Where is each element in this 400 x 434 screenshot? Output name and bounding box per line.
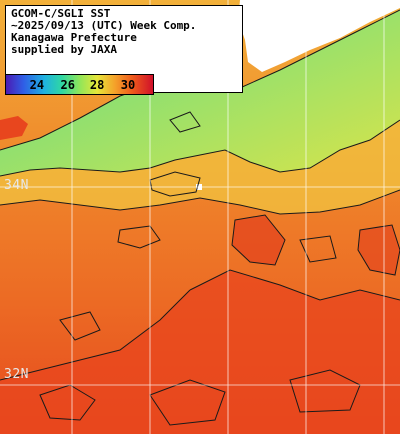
land-mainland [238, 0, 400, 72]
temperature-contours [0, 9, 400, 426]
colorbar-tick-24: 24 [29, 78, 45, 92]
title-line-4: supplied by JAXA [11, 43, 117, 56]
colorbar-tick-26: 26 [60, 78, 75, 92]
sst-colorbar: 24 26 28 30 [5, 74, 154, 95]
transition-band [0, 120, 400, 214]
title-line-1: GCOM-C/SGLI SST [11, 7, 111, 20]
latitude-label-34n: 34N [4, 178, 29, 193]
hot-patch-center [232, 215, 285, 265]
colorbar-tick-30: 30 [120, 78, 136, 92]
title-line-2: ~2025/09/13 (UTC) Week Comp. [11, 19, 197, 32]
title-line-3: Kanagawa Prefecture [11, 31, 137, 44]
colorbar-tick-28: 28 [89, 78, 105, 92]
cold-patch-west [0, 116, 28, 140]
latitude-label-32n: 32N [4, 367, 29, 382]
hot-patch-south [0, 270, 400, 434]
cool-coastal-band [0, 10, 400, 176]
hot-patch-east [358, 225, 400, 275]
